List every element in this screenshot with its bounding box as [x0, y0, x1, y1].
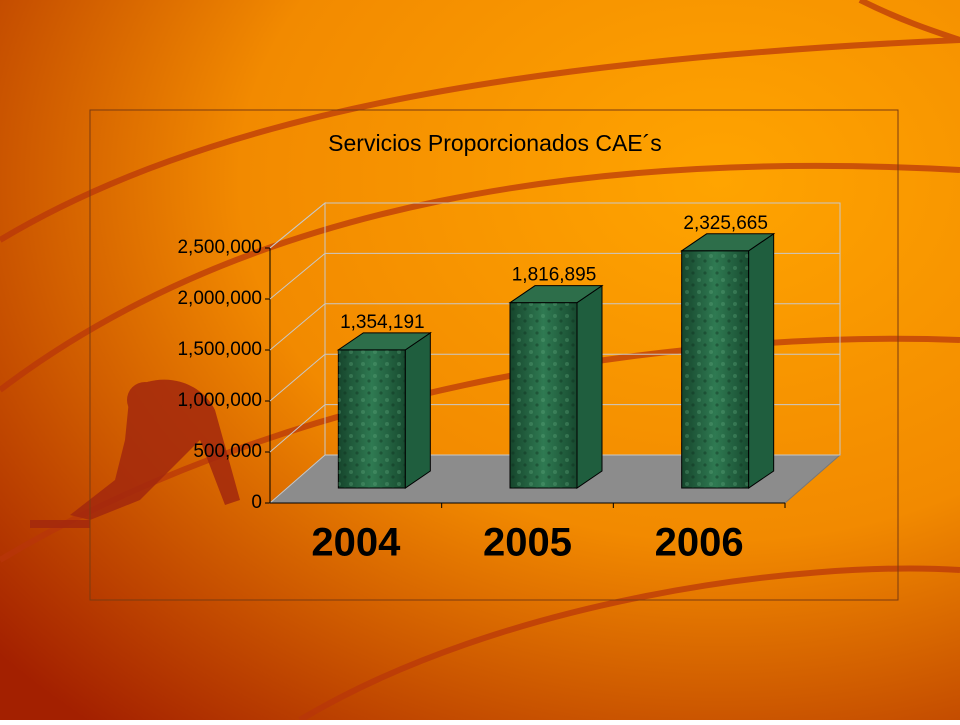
bar-side [404, 331, 431, 489]
bar [336, 331, 432, 489]
bar-side [748, 232, 775, 489]
bar [508, 284, 604, 489]
bar-texture [338, 349, 406, 488]
plot: 0 500,000 1,000,000 1,500,000 2,000,000 2,500… [177, 201, 842, 565]
x-tick-label: 2005 [483, 521, 572, 565]
runner [30, 379, 240, 528]
x-tick-label: 2004 [311, 521, 401, 565]
bar-top [336, 332, 432, 351]
chart-title: Servicios Proporcionados CAE´s [328, 130, 662, 156]
grid-line [269, 404, 326, 453]
bar [680, 232, 776, 489]
grid-line [269, 353, 326, 402]
bar-texture [681, 250, 749, 488]
data-label: 1,354,191 [340, 312, 425, 333]
data-label: 2,325,665 [683, 213, 768, 234]
y-tick-label: 500,000 [193, 441, 262, 462]
y-tick-label: 1,500,000 [177, 339, 262, 360]
bar-side [576, 284, 603, 489]
y-tick-label: 1,000,000 [177, 390, 262, 411]
bar-top [508, 285, 604, 304]
grid-line [269, 303, 326, 351]
x-tick-label: 2006 [655, 521, 744, 565]
bar-top [680, 233, 776, 252]
chart-frame [89, 109, 899, 601]
y-tick-label: 2,000,000 [177, 288, 262, 309]
grid-line [269, 202, 326, 249]
grid-line [269, 253, 326, 300]
bar-texture [510, 302, 577, 488]
y-tick-label: 2,500,000 [177, 237, 262, 258]
data-label: 1,816,895 [512, 265, 597, 286]
y-tick-label: 0 [251, 492, 262, 513]
